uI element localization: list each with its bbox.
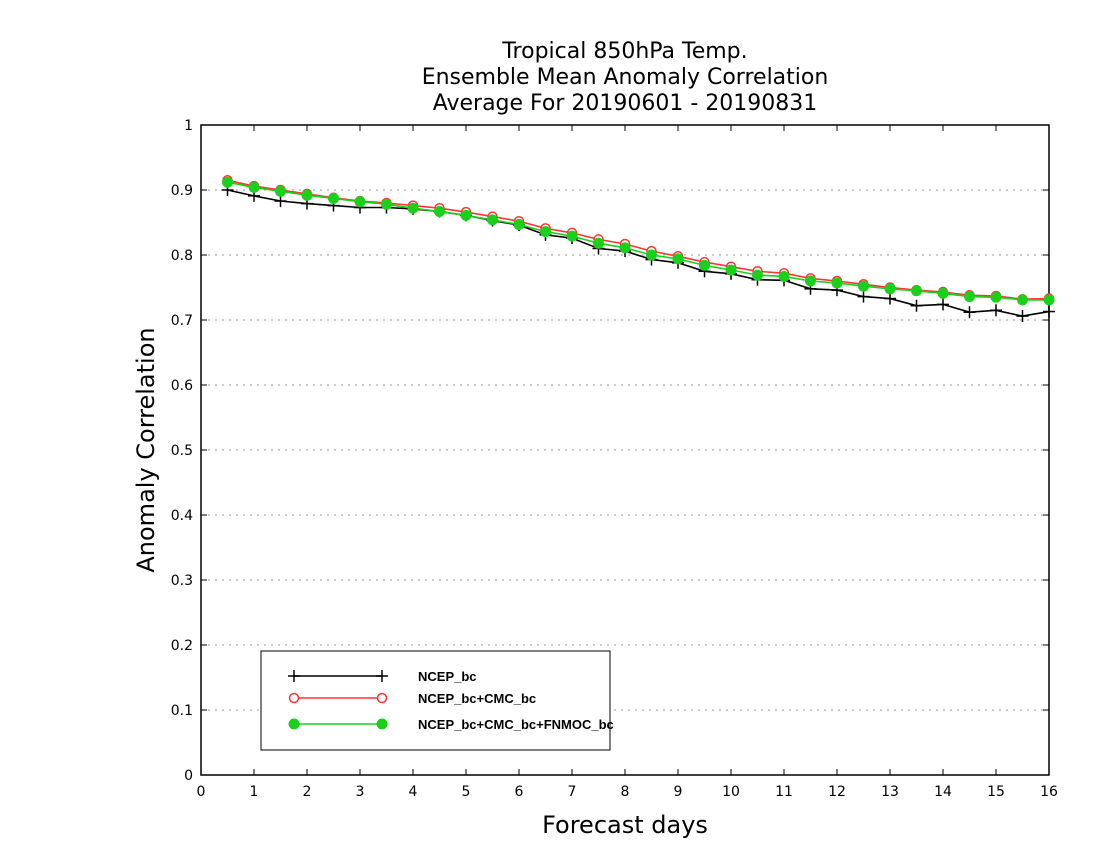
x-tick-label: 7 [568,784,577,800]
y-tick-label: 0 [184,768,193,784]
data-point-ncep-cmc-fnmoc [778,270,790,282]
chart-subtitle: Ensemble Mean Anomaly Correlation [422,65,829,90]
data-point-ncep-bc [1043,305,1055,318]
data-point-ncep-bc [910,299,923,312]
y-axis-label: Anomaly Correlation [132,327,160,572]
x-tick-label: 13 [881,784,899,800]
series-ncep-bc [221,184,1055,323]
y-tick-label: 0.2 [171,638,193,654]
y-tick-label: 1 [184,118,193,134]
data-point-ncep-cmc-fnmoc [937,287,949,299]
legend-marker-ncep-cmc-fnmoc [376,718,388,730]
data-point-ncep-bc [1016,310,1029,323]
data-point-ncep-bc [884,292,896,305]
legend-box [260,650,611,751]
data-point-ncep-cmc-fnmoc [619,242,631,254]
x-tick-label: 5 [462,784,471,800]
chart-subtitle-period: Average For 20190601 - 20190831 [433,91,818,116]
data-point-ncep-cmc-fnmoc [884,283,896,295]
series-line-ncep-bc [227,189,1050,317]
x-tick-label: 3 [356,784,365,800]
y-tick-label: 0.5 [171,443,193,459]
data-point-ncep-bc [274,195,287,208]
data-point-ncep-cmc-fnmoc [725,264,737,276]
x-tick-label: 8 [621,784,630,800]
x-tick-label: 11 [775,784,793,800]
axis-ticks: 00.10.20.30.40.50.60.70.80.910 1 2 3 4 5 6 7 8 9 1… [171,118,1058,800]
y-tick-label: 0.8 [171,248,193,264]
data-point-ncep-bc [857,290,870,303]
legend-marker-ncep-bc [288,670,300,682]
series-ncep-cmc [222,175,1055,305]
data-point-ncep-cmc-fnmoc [248,181,260,193]
legend-marker-ncep-cmc [376,692,388,704]
x-tick-label: 12 [828,784,846,800]
data-point-ncep-cmc-fnmoc [354,196,366,208]
x-tick-label: 14 [934,784,952,800]
data-point-ncep-cmc-fnmoc [487,214,498,226]
data-point-ncep-cmc-fnmoc [301,189,313,201]
x-tick-label: 15 [987,784,1005,800]
y-tick-label: 0.7 [171,313,193,329]
series-line-ncep-cmc-fnmoc [227,181,1049,301]
data-point-ncep-cmc-fnmoc [460,209,472,221]
data-point-ncep-cmc-fnmoc [752,269,763,281]
legend-marker-ncep-cmc-fnmoc [288,718,300,730]
data-point-ncep-cmc-fnmoc [434,205,445,217]
data-point-ncep-bc [990,304,1002,317]
data-point-ncep-bc [937,298,949,311]
x-tick-label: 2 [303,784,312,800]
x-axis-label: Forecast days [542,811,708,839]
x-tick-label: 9 [674,784,683,800]
x-tick-label: 0 [197,784,206,800]
x-tick-label: 1 [250,784,259,800]
data-point-ncep-cmc-fnmoc [407,202,419,214]
y-tick-label: 0.1 [171,703,193,719]
data-point-ncep-cmc-fnmoc [513,218,525,230]
y-tick-label: 0.4 [171,508,193,524]
data-point-ncep-cmc-fnmoc [646,249,657,261]
legend: NCEP_bc NCEP_bc+CMC_bc NCEP_bc+CMC_bc+FN… [260,650,614,751]
x-tick-label: 10 [722,784,740,800]
legend-label-ncep-cmc: NCEP_bc+CMC_bc [418,691,536,706]
grid-lines [201,189,1049,711]
series-line-ncep-cmc [227,179,1050,301]
x-tick-label: 4 [409,784,418,800]
x-tick-label: 6 [515,784,524,800]
y-tick-label: 0.9 [171,183,193,199]
data-point-ncep-cmc-fnmoc [593,237,604,249]
legend-label-ncep-bc: NCEP_bc [418,669,477,684]
data-point-ncep-cmc-fnmoc [540,226,551,238]
data-point-ncep-cmc-fnmoc [699,259,710,271]
data-point-ncep-cmc-fnmoc [275,185,286,197]
data-point-ncep-cmc-fnmoc [566,230,578,242]
legend-marker-ncep-bc [376,670,388,682]
data-point-ncep-cmc-fnmoc [964,291,975,303]
chart-title: Tropical 850hPa Temp. [501,39,747,64]
data-point-ncep-cmc-fnmoc [222,176,233,188]
data-point-ncep-cmc-fnmoc [328,192,339,204]
plot-frame [200,124,1050,776]
legend-label-ncep-cmc-fnmoc: NCEP_bc+CMC_bc+FNMOC_bc [418,717,614,732]
data-point-ncep-bc [963,306,976,319]
legend-marker-ncep-cmc [288,692,300,704]
data-point-ncep-cmc-fnmoc [1043,294,1055,306]
data-point-ncep-cmc-fnmoc [911,285,922,297]
series-lines [221,175,1055,323]
data-point-ncep-cmc-fnmoc [990,291,1002,303]
data-point-ncep-cmc-fnmoc [805,275,816,287]
y-tick-label: 0.6 [171,378,193,394]
data-point-ncep-cmc-fnmoc [1017,294,1028,306]
data-point-ncep-cmc-fnmoc [672,253,684,265]
data-point-ncep-cmc-fnmoc [381,198,392,210]
series-ncep-cmc-fnmoc [222,176,1055,306]
x-tick-label: 16 [1040,784,1058,800]
data-point-ncep-cmc-fnmoc [858,280,869,292]
y-tick-label: 0.3 [171,573,193,589]
data-point-ncep-cmc-fnmoc [831,277,843,289]
